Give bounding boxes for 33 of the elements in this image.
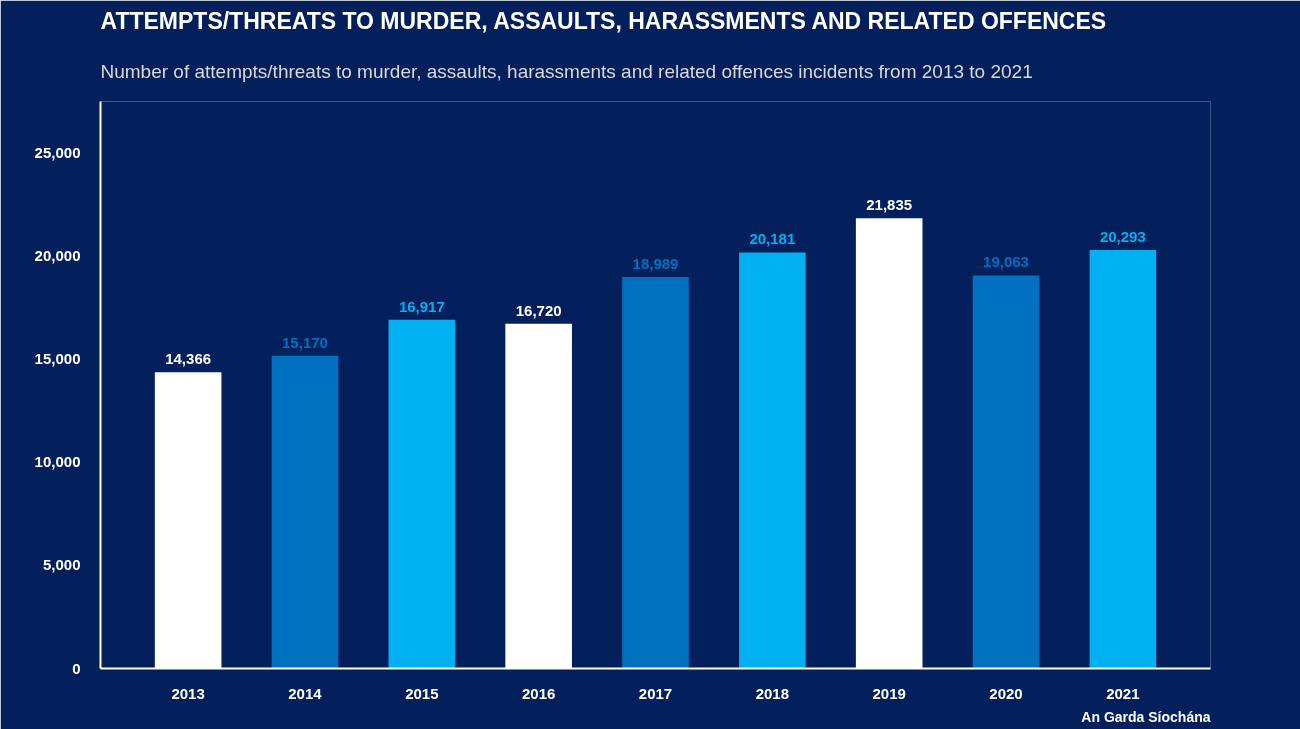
y-tick-label: 25,000	[34, 144, 81, 162]
x-tick-label: 2021	[1106, 684, 1140, 702]
data-label: 21,835	[866, 196, 913, 214]
y-tick-label: 0	[72, 659, 81, 677]
data-label: 20,293	[1099, 228, 1146, 246]
bar	[972, 275, 1040, 669]
chart-title: ATTEMPTS/THREATS TO MURDER, ASSAULTS, HARASSMENTS AND RELATED OFFENCES	[100, 7, 1107, 34]
data-label: 14,366	[165, 350, 212, 368]
data-label: 16,917	[398, 297, 445, 315]
data-label: 19,063	[983, 253, 1029, 271]
chart-subtitle: Number of attempts/threats to murder, assaults, harassments and related offences incidents from 2013 to 2021	[100, 60, 1033, 82]
x-tick-label: 2015	[405, 684, 439, 702]
bar	[388, 319, 456, 669]
x-tick-label: 2017	[638, 684, 673, 702]
bar	[271, 355, 339, 669]
text: An Garda Síochána	[1081, 708, 1211, 725]
y-tick-label: 5,000	[42, 556, 81, 574]
x-tick-label: 2013	[171, 684, 205, 702]
x-tick-label: 2016	[521, 684, 556, 702]
x-tick-label: 2019	[872, 684, 906, 702]
data-label: 16,720	[515, 301, 562, 319]
x-tick-label: 2020	[989, 684, 1023, 702]
y-tick-label: 10,000	[34, 453, 81, 471]
bar	[1089, 250, 1157, 669]
data-label: 18,989	[632, 254, 679, 272]
bar	[622, 276, 689, 669]
bar	[739, 252, 806, 669]
y-tick-label: 20,000	[34, 247, 81, 265]
data-label: 15,170	[282, 333, 328, 351]
x-tick-label: 2018	[755, 684, 790, 702]
x-tick-label: 2014	[288, 684, 323, 702]
y-tick-label: 15,000	[34, 350, 81, 368]
data-label: 20,181	[749, 230, 796, 248]
